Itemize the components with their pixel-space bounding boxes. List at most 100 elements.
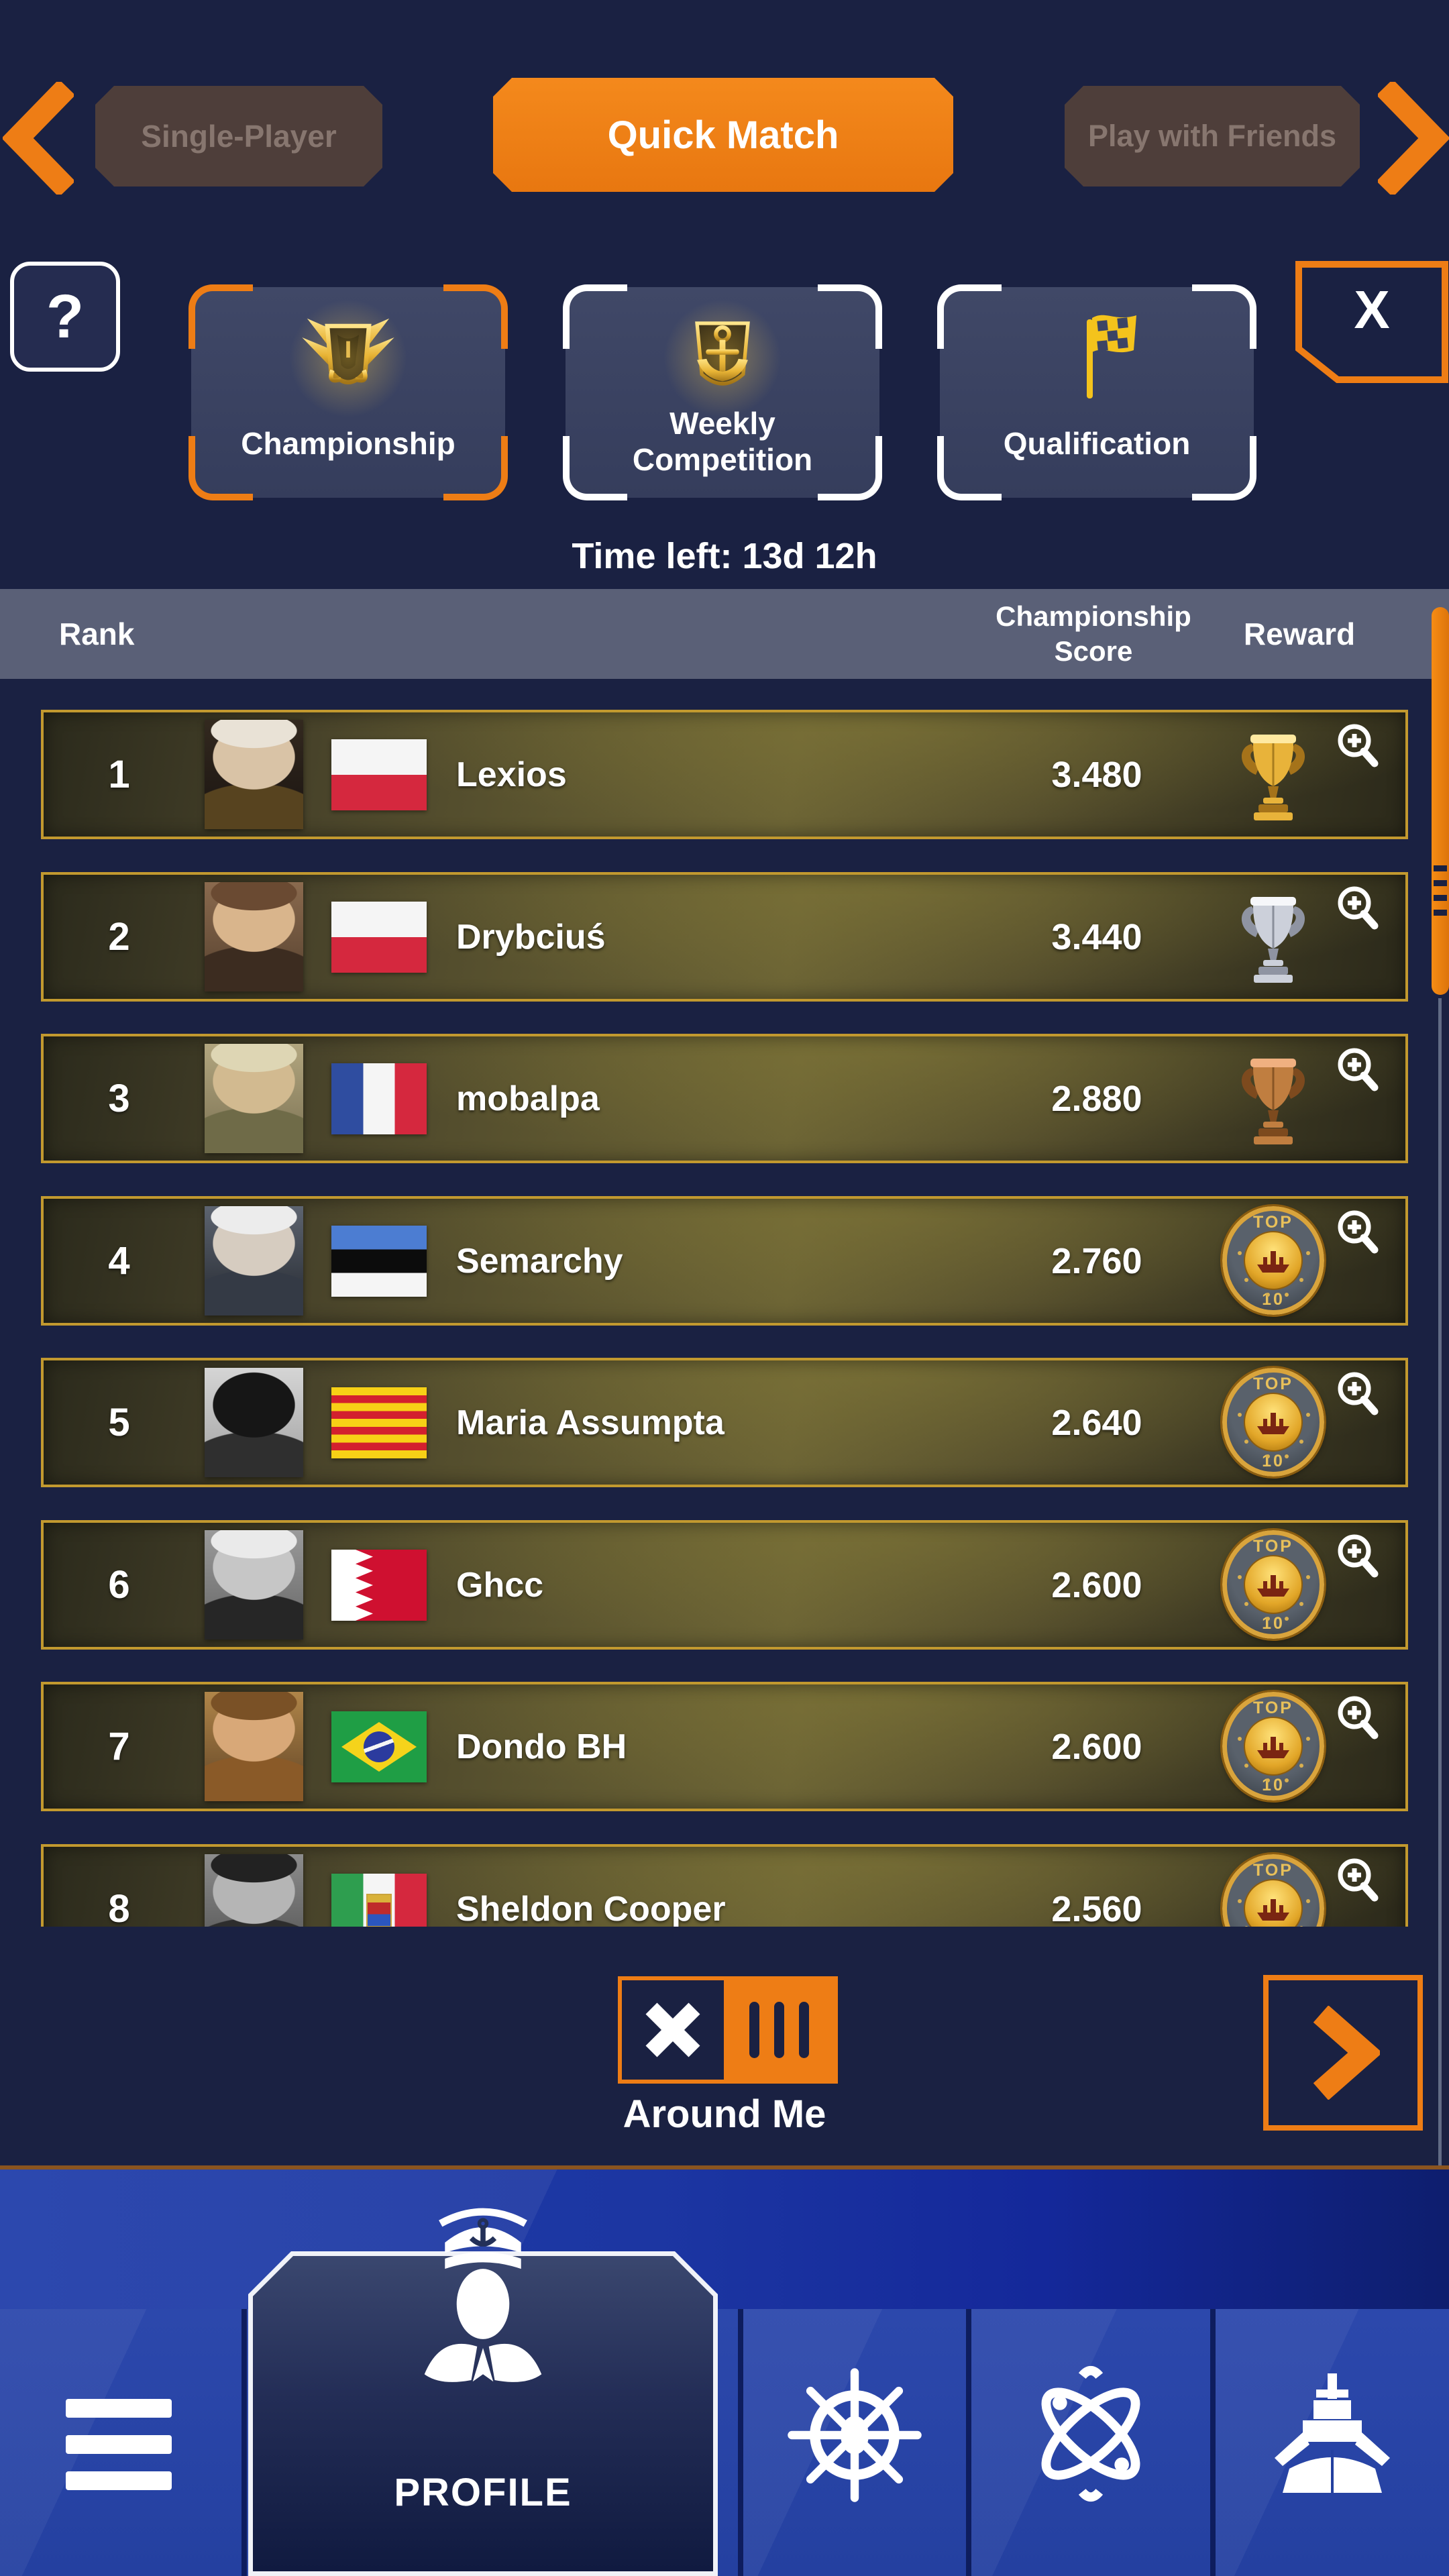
- tab-label: Play with Friends: [1087, 119, 1337, 153]
- tab-corner: [937, 284, 1002, 349]
- player-name: Sheldon Cooper: [456, 1889, 726, 1927]
- column-championship-score: Championship Score: [996, 600, 1191, 667]
- close-button[interactable]: X: [1295, 260, 1449, 384]
- scrollbar-thumb[interactable]: [1432, 607, 1449, 995]
- around-me-label: Around Me: [623, 2092, 826, 2136]
- tab-label: Qualification: [1003, 426, 1191, 461]
- rank-value: 4: [108, 1239, 130, 1283]
- flag-italy-naval-icon: [331, 1874, 427, 1927]
- tab-corner: [189, 436, 253, 500]
- nav-tech-button[interactable]: [971, 2309, 1210, 2576]
- player-avatar: [205, 1044, 303, 1153]
- scrollbar-track: [1438, 998, 1442, 2165]
- nav-helm-button[interactable]: [743, 2309, 966, 2576]
- flag-bahrain-icon: [331, 1550, 427, 1621]
- zoom-details-icon[interactable]: [1334, 1694, 1383, 1742]
- zoom-details-icon[interactable]: [1334, 1046, 1383, 1094]
- top10-medal-icon: TOP 10: [1220, 1690, 1326, 1803]
- player-name: mobalpa: [456, 1079, 600, 1118]
- zoom-details-icon[interactable]: [1334, 1208, 1383, 1256]
- score-value: 2.600: [1051, 1564, 1142, 1605]
- nav-profile-tab[interactable]: [248, 2251, 718, 2576]
- flag-poland-icon: [331, 902, 427, 973]
- rank-value: 3: [108, 1077, 130, 1120]
- score-value: 2.880: [1051, 1078, 1142, 1119]
- zoom-details-icon[interactable]: [1334, 722, 1383, 770]
- top10-medal-icon: TOP 10: [1220, 1204, 1326, 1317]
- tab-label: Championship: [241, 426, 455, 461]
- championship-emblem-icon: [191, 294, 505, 422]
- column-reward: Reward: [1243, 616, 1356, 651]
- next-page-button[interactable]: [1263, 1975, 1423, 2131]
- tab-weekly-competition[interactable]: Weekly Competition: [563, 284, 882, 500]
- leaderboard-row[interactable]: 7 Dondo BH 2.600 TOP 10: [41, 1682, 1408, 1811]
- zoom-details-icon[interactable]: [1334, 1856, 1383, 1904]
- score-value: 2.640: [1051, 1402, 1142, 1443]
- player-avatar: [205, 1530, 303, 1640]
- tab-qualification[interactable]: Qualification: [937, 284, 1256, 500]
- rank-value: 5: [108, 1401, 130, 1444]
- tab-corner: [443, 436, 508, 500]
- leaderboard-row[interactable]: 5 Maria Assumpta 2.640 TOP 10: [41, 1358, 1408, 1487]
- next-mode-arrow[interactable]: [1378, 82, 1449, 195]
- divider: [0, 2165, 1449, 2169]
- column-rank: Rank: [59, 616, 135, 651]
- leaderboard-row[interactable]: 8 Sheldon Cooper 2.560 TOP 10: [41, 1844, 1408, 1927]
- score-value: 2.600: [1051, 1726, 1142, 1767]
- tab-corner: [818, 284, 882, 349]
- flag-poland-icon: [331, 739, 427, 810]
- rank-value: 7: [108, 1725, 130, 1768]
- player-name: Lexios: [456, 755, 567, 794]
- tab-play-with-friends[interactable]: Play with Friends: [1065, 86, 1360, 186]
- nav-fleet-button[interactable]: [1216, 2309, 1449, 2576]
- zoom-details-icon[interactable]: [1334, 1532, 1383, 1580]
- player-name: Semarchy: [456, 1241, 623, 1281]
- score-value: 2.560: [1051, 1888, 1142, 1927]
- around-me-toggle[interactable]: [618, 1976, 838, 2084]
- prev-mode-arrow[interactable]: [3, 82, 74, 195]
- player-avatar: [205, 1368, 303, 1477]
- tab-corner: [1192, 284, 1256, 349]
- next-page-arrow-icon: [1313, 2006, 1380, 2100]
- leaderboard-row[interactable]: 3 mobalpa 2.880: [41, 1034, 1408, 1163]
- hamburger-menu-icon[interactable]: [66, 2471, 172, 2490]
- close-list-icon: [622, 1980, 724, 2080]
- gold-trophy-icon: [1222, 723, 1324, 825]
- help-label: ?: [46, 282, 85, 351]
- tab-corner: [443, 284, 508, 349]
- tab-corner: [1192, 436, 1256, 500]
- top10-medal-icon: TOP 10: [1220, 1528, 1326, 1641]
- player-name: Drybciuś: [456, 917, 606, 957]
- leaderboard-row[interactable]: 2 Drybciuś 3.440: [41, 872, 1408, 1002]
- player-name: Maria Assumpta: [456, 1403, 724, 1442]
- leaderboard-list: 1 Lexios 3.480: [0, 703, 1449, 1927]
- checkered-flag-icon: [940, 298, 1254, 419]
- leaderboard-row[interactable]: 6 Ghcc 2.600 TOP 10: [41, 1520, 1408, 1650]
- player-name: Dondo BH: [456, 1727, 627, 1766]
- list-bars-icon: [724, 1980, 834, 2080]
- flag-france-icon: [331, 1063, 427, 1134]
- leaderboard-row[interactable]: 1 Lexios 3.480: [41, 710, 1408, 839]
- hamburger-menu-icon[interactable]: [66, 2399, 172, 2418]
- tab-corner: [937, 436, 1002, 500]
- zoom-details-icon[interactable]: [1334, 1370, 1383, 1418]
- top10-medal-icon: TOP 10: [1220, 1366, 1326, 1479]
- zoom-details-icon[interactable]: [1334, 884, 1383, 932]
- player-avatar: [205, 1854, 303, 1927]
- help-button[interactable]: ?: [10, 262, 120, 372]
- tab-single-player[interactable]: Single-Player: [95, 86, 382, 186]
- rank-value: 8: [108, 1887, 130, 1927]
- nav-profile-label: PROFILE: [394, 2471, 572, 2514]
- score-value: 3.440: [1051, 916, 1142, 957]
- player-avatar: [205, 720, 303, 829]
- tab-quick-match[interactable]: Quick Match: [493, 78, 953, 192]
- tab-corner: [563, 436, 627, 500]
- tab-championship[interactable]: Championship: [189, 284, 508, 500]
- leaderboard-row[interactable]: 4 Semarchy 2.760 TOP 10: [41, 1196, 1408, 1326]
- flag-estonia-icon: [331, 1226, 427, 1297]
- tab-label: Weekly Competition: [632, 406, 813, 478]
- hamburger-menu-icon[interactable]: [66, 2435, 172, 2454]
- rank-value: 1: [108, 753, 130, 796]
- time-left-text: Time left: 13d 12h: [572, 536, 877, 576]
